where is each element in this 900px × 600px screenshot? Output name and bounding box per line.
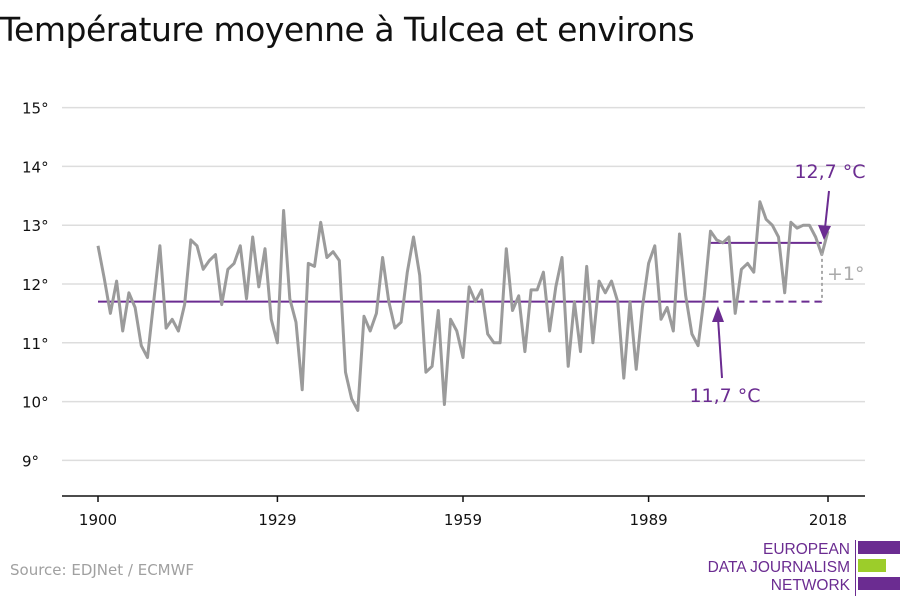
- edjnet-logo: EUROPEAN DATA JOURNALISM NETWORK: [700, 540, 900, 596]
- y-tick-label: 11°: [22, 335, 49, 353]
- y-tick-label: 12°: [22, 276, 49, 294]
- logo-line-2: DATA JOURNALISM: [707, 559, 850, 576]
- arrow-11-7-shaft: [717, 317, 723, 379]
- label-12-7: 12,7 °C: [794, 161, 865, 183]
- y-tick-label: 14°: [22, 158, 49, 176]
- y-tick-label: 15°: [22, 100, 49, 118]
- logo-line-1: EUROPEAN: [763, 541, 850, 558]
- x-tick-label: 1900: [79, 511, 117, 529]
- logo-bar-1: [858, 541, 900, 554]
- arrow-11-7-head: [712, 306, 724, 322]
- x-tick-label: 1929: [258, 511, 296, 529]
- temperature-series-line: [96, 200, 830, 412]
- y-tick-label: 10°: [22, 394, 49, 412]
- logo-divider: [855, 540, 856, 596]
- logo-bar-3: [858, 577, 900, 590]
- x-tick-label: 1989: [629, 511, 667, 529]
- chart-title: Température moyenne à Tulcea et environs: [0, 10, 695, 49]
- arrow-12-7-shaft: [824, 190, 830, 229]
- x-tick-label: 2018: [809, 511, 847, 529]
- x-tick-label: 1959: [444, 511, 482, 529]
- arrow-12-7-head: [818, 225, 831, 240]
- logo-line-3: NETWORK: [770, 577, 850, 594]
- y-tick-label: 13°: [22, 217, 49, 235]
- logo-bar-2: [858, 559, 886, 572]
- y-tick-label: 9°: [22, 452, 39, 470]
- difference-label: +1°: [827, 263, 865, 285]
- label-11-7: 11,7 °C: [689, 385, 760, 407]
- source-note: Source: EDJNet / ECMWF: [10, 561, 195, 579]
